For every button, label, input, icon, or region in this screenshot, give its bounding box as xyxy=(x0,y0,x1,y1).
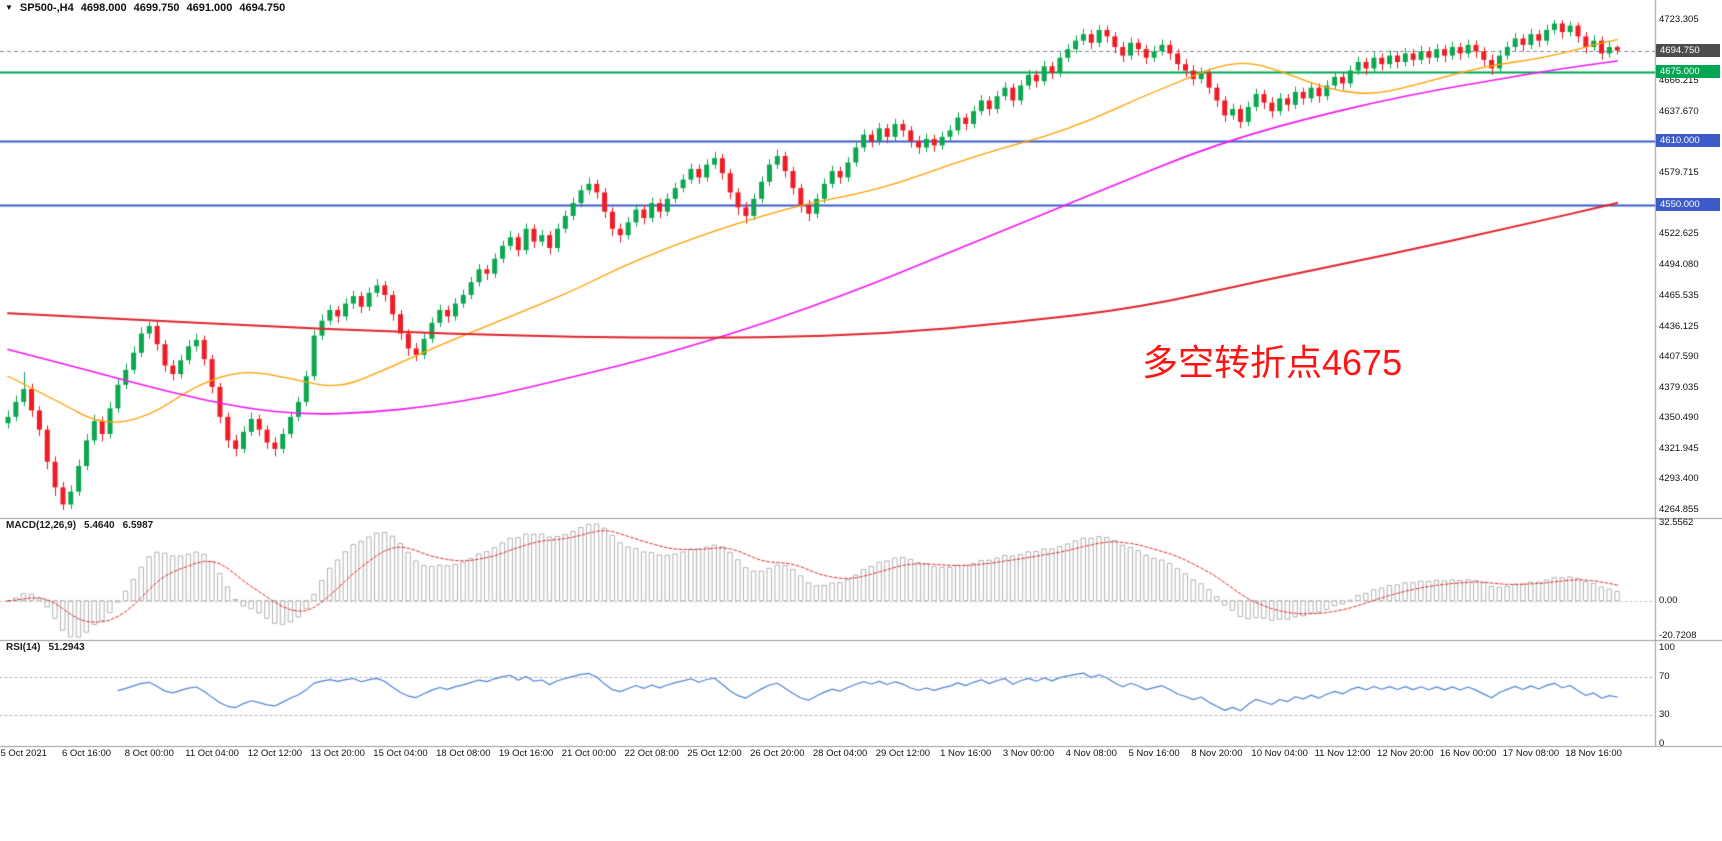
time-axis-label: 18 Oct 08:00 xyxy=(436,748,491,759)
price-axis-label: 4522.625 xyxy=(1659,228,1699,240)
price-axis-label: 4350.490 xyxy=(1659,412,1699,424)
time-axis-label: 29 Oct 12:00 xyxy=(875,748,931,759)
price-badge: 4675.000 xyxy=(1656,64,1720,78)
time-axis-label: 11 Oct 04:00 xyxy=(185,748,239,759)
rsi-title: RSI(14) xyxy=(6,642,41,653)
macd-axis-label: 32.5562 xyxy=(1659,517,1694,528)
header-open: 4698.000 xyxy=(80,2,127,14)
price-axis-label: 4407.590 xyxy=(1659,351,1699,363)
price-axis-label: 4637.670 xyxy=(1659,105,1699,117)
rsi-axis-label: 30 xyxy=(1659,709,1670,721)
macd-indicator-label: MACD(12,26,9) 5.4640 6.5987 xyxy=(6,520,153,531)
ohlc-header: ▼ SP500-,H4 4698.000 4699.750 4691.000 4… xyxy=(5,2,285,14)
macd-title: MACD(12,26,9) xyxy=(6,520,77,531)
time-axis-label: 12 Oct 12:00 xyxy=(247,748,303,759)
header-high: 4699.750 xyxy=(133,2,180,14)
annotation-text: 多空转折点4675 xyxy=(1142,342,1403,383)
rsi-value: 51.2943 xyxy=(48,642,85,653)
price-axis-label: 4379.035 xyxy=(1659,381,1699,393)
price-axis-label: 4723.305 xyxy=(1659,14,1699,25)
time-axis-label: 26 Oct 20:00 xyxy=(750,748,805,759)
price-axis-label: 4293.400 xyxy=(1659,473,1699,485)
price-badge: 4610.000 xyxy=(1656,134,1720,148)
time-axis-label: 13 Oct 20:00 xyxy=(310,748,365,759)
macd-axis-label: -20.7208 xyxy=(1659,630,1697,641)
time-axis-label: 8 Nov 20:00 xyxy=(1191,748,1243,759)
time-axis-label: 17 Nov 08:00 xyxy=(1502,748,1560,759)
price-axis-label: 4494.080 xyxy=(1659,259,1699,270)
price-axis-label: 4264.855 xyxy=(1659,504,1699,515)
price-axis-label: 4465.535 xyxy=(1659,289,1699,301)
time-axis-label: 16 Nov 00:00 xyxy=(1439,748,1497,759)
macd-axis-label: 0.00 xyxy=(1659,594,1678,606)
time-axis-label: 18 Nov 16:00 xyxy=(1565,748,1622,759)
time-axis-label: 6 Oct 16:00 xyxy=(61,748,112,759)
macd-main-value: 5.4640 xyxy=(84,520,115,531)
time-axis-label: 28 Oct 04:00 xyxy=(812,748,868,759)
time-axis-label: 1 Nov 16:00 xyxy=(940,748,992,759)
time-axis-label: 10 Nov 04:00 xyxy=(1251,748,1308,759)
header-low: 4691.000 xyxy=(186,2,233,14)
time-axis-label: 22 Oct 08:00 xyxy=(624,748,679,759)
time-axis-label: 8 Oct 00:00 xyxy=(124,748,174,759)
price-axis-label: 4321.945 xyxy=(1659,442,1699,454)
rsi-indicator-label: RSI(14) 51.2943 xyxy=(6,642,85,653)
time-axis-label: 11 Nov 12:00 xyxy=(1314,748,1371,759)
rsi-axis-label: 70 xyxy=(1659,670,1670,682)
price-badge: 4694.750 xyxy=(1656,43,1720,57)
price-axis-label: 4666.215 xyxy=(1659,75,1699,87)
time-axis-label: 12 Nov 20:00 xyxy=(1377,748,1434,759)
price-axis-label: 4579.715 xyxy=(1659,167,1699,179)
time-axis-label: 25 Oct 12:00 xyxy=(687,748,742,759)
time-axis-label: 15 Oct 04:00 xyxy=(373,748,428,759)
time-axis-label: 4 Nov 08:00 xyxy=(1065,748,1117,759)
macd-signal-value: 6.5987 xyxy=(122,520,154,531)
header-close: 4694.750 xyxy=(239,2,286,14)
time-axis-label: 5 Nov 16:00 xyxy=(1128,748,1180,759)
time-axis-label: 19 Oct 16:00 xyxy=(498,748,554,759)
price-badge: 4550.000 xyxy=(1656,198,1720,212)
price-axis-label: 4436.125 xyxy=(1659,320,1699,332)
time-axis-label: 21 Oct 00:00 xyxy=(561,748,617,759)
symbol-dropdown-icon[interactable]: ▼ xyxy=(5,2,13,12)
header-symbol-timeframe: SP500-,H4 xyxy=(19,2,74,14)
time-axis-label: 3 Nov 00:00 xyxy=(1002,748,1055,759)
rsi-axis-label: 100 xyxy=(1659,642,1675,653)
time-axis-label: 5 Oct 2021 xyxy=(0,748,47,759)
rsi-axis-label: 0 xyxy=(1659,738,1665,749)
